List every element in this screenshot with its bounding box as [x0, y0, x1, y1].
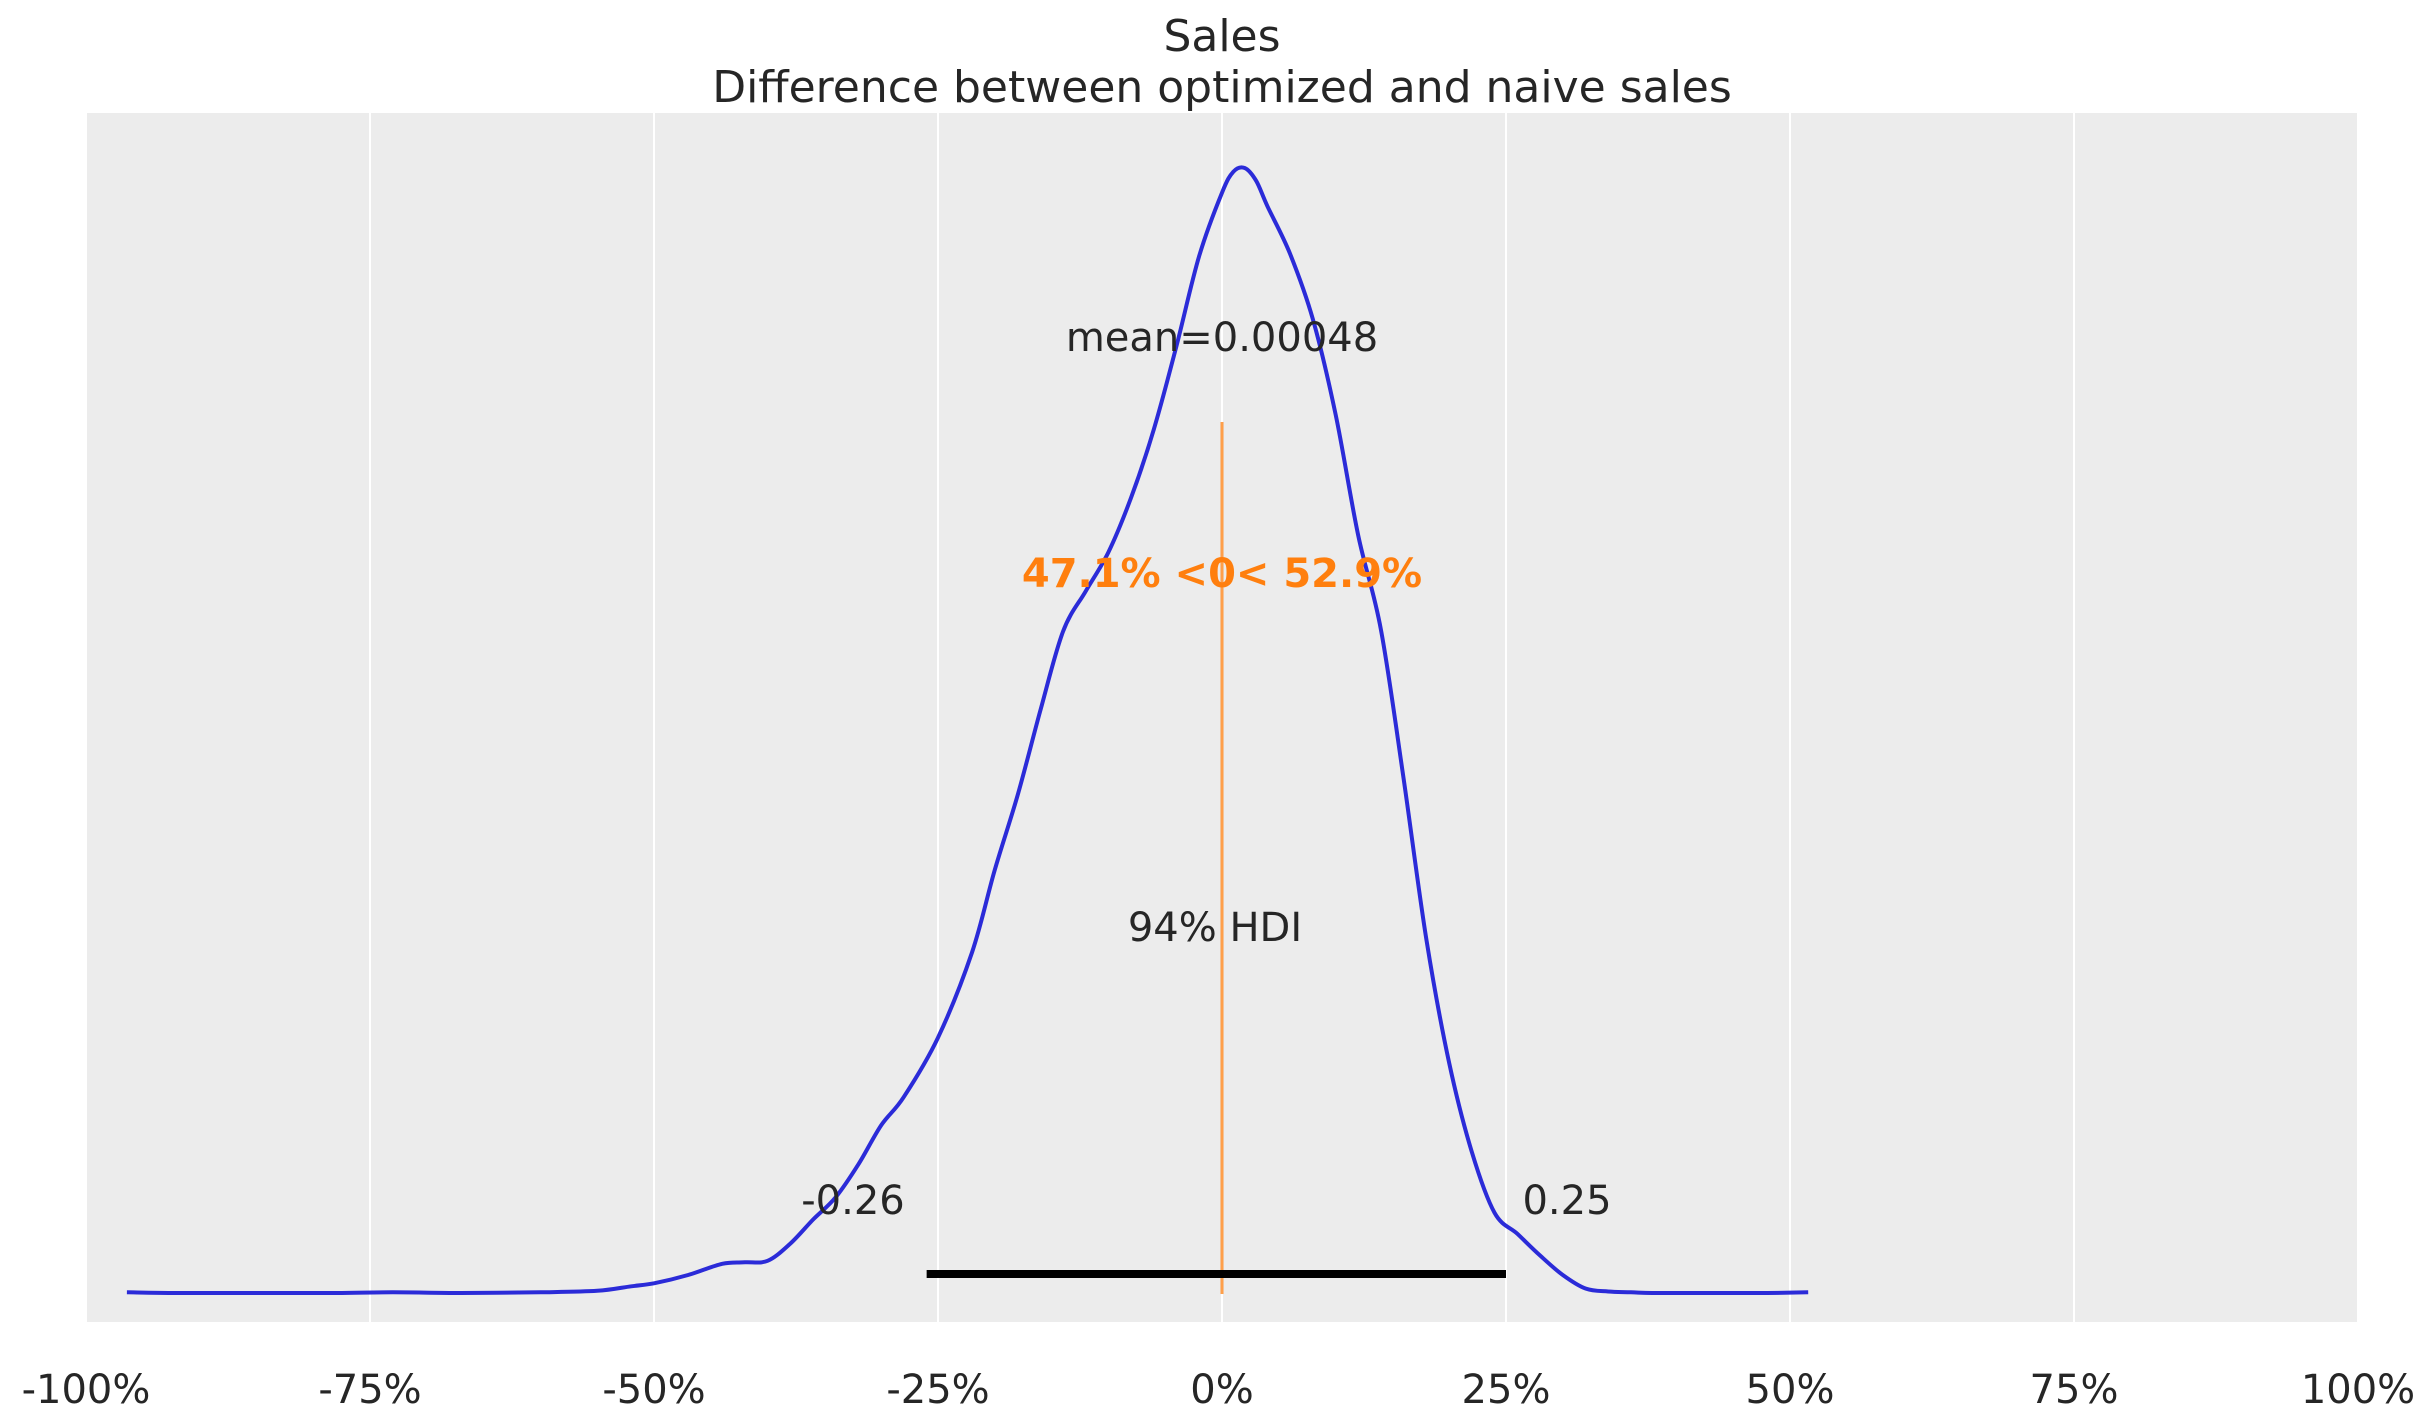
x-tick-label: -50% [602, 1367, 705, 1413]
reference-label: 47.1% <0< 52.9% [1022, 551, 1422, 597]
hdi-high-label: 0.25 [1522, 1178, 1611, 1224]
x-tick-label: 0% [1190, 1367, 1253, 1413]
x-tick-label: -100% [22, 1367, 151, 1413]
x-tick-label: 100% [2301, 1367, 2415, 1413]
x-tick-label: 50% [1746, 1367, 1835, 1413]
density-curve [126, 165, 1809, 1296]
x-tick-label: 75% [2030, 1367, 2119, 1413]
hdi-low-label: -0.26 [801, 1178, 905, 1224]
mean-label: mean=0.00048 [1066, 315, 1378, 361]
x-tick-label: -25% [886, 1367, 989, 1413]
x-tick-label: 25% [1462, 1367, 1551, 1413]
chart-title: Sales [1163, 11, 1280, 62]
gridlines [85, 113, 2359, 1322]
hdi-label: 94% HDI [1128, 905, 1302, 951]
chart-subtitle: Difference between optimized and naive s… [712, 62, 1732, 113]
x-axis-ticks: -100% -75% -50% -25% 0% 25% 50% 75% 100% [22, 1367, 2416, 1413]
x-tick-label: -75% [318, 1367, 421, 1413]
